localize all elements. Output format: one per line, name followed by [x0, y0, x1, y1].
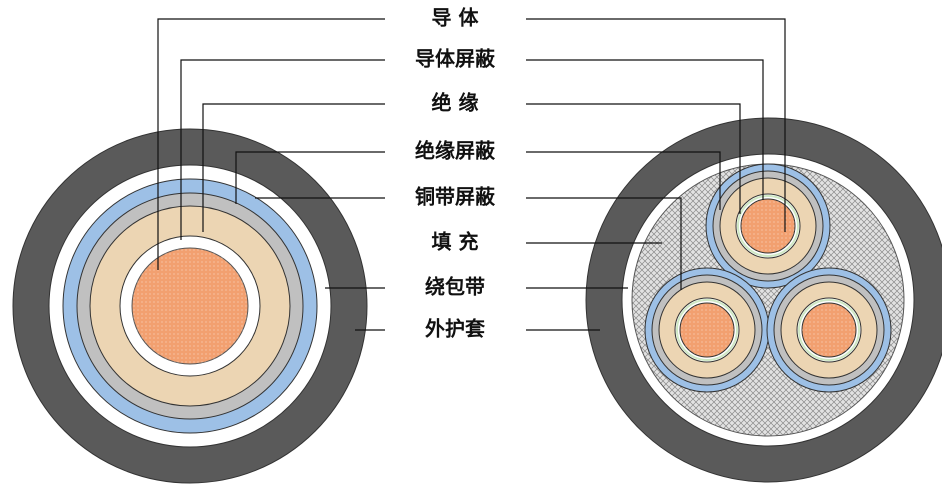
core-1-conductor-texture: [741, 199, 795, 253]
leader-conductor-left: [157, 18, 385, 270]
label-insulation: 绝 缘: [432, 91, 479, 115]
label-conductor-shield: 导体屏蔽: [415, 47, 496, 71]
core-1: [705, 163, 831, 289]
leader-conductor-shield-right: [526, 59, 764, 200]
leader-insulation-shield-right: [526, 151, 721, 210]
core-2-conductor-shield-ring: [676, 299, 738, 361]
core-3-conductor-texture: [802, 303, 856, 357]
leader-copper-tape-shield-right: [526, 197, 682, 290]
label-insulation-shield: 绝缘屏蔽: [415, 139, 496, 163]
core-1-conductor-shield-ring: [737, 195, 799, 257]
label-outer-sheath: 外护套: [425, 317, 485, 341]
label-wrapping-tape: 绕包带: [425, 275, 485, 299]
leader-insulation-shield-left: [235, 151, 385, 204]
core-2-conductor-texture: [680, 303, 734, 357]
leader-lines: [157, 18, 786, 331]
leader-insulation-left: [202, 103, 385, 232]
leader-conductor-shield-left: [180, 59, 385, 240]
core-3-conductor-shield-ring: [798, 299, 860, 361]
label-copper-tape-shield: 铜带屏蔽: [415, 185, 496, 209]
label-conductor: 导 体: [432, 6, 480, 30]
single-core-conductor-texture: [132, 248, 248, 364]
label-filler: 填 充: [432, 230, 479, 254]
core-3: [766, 267, 892, 393]
labels: 导 体 导体屏蔽 绝 缘 绝缘屏蔽 铜带屏蔽 填 充 绕包带 外护套: [390, 4, 520, 344]
leader-conductor-right: [526, 18, 786, 232]
single-core-cable: [12, 128, 368, 484]
three-core-cable: [585, 117, 942, 483]
three-core-conductors: [644, 163, 892, 393]
leader-insulation-right: [526, 103, 741, 214]
core-2: [644, 267, 770, 393]
